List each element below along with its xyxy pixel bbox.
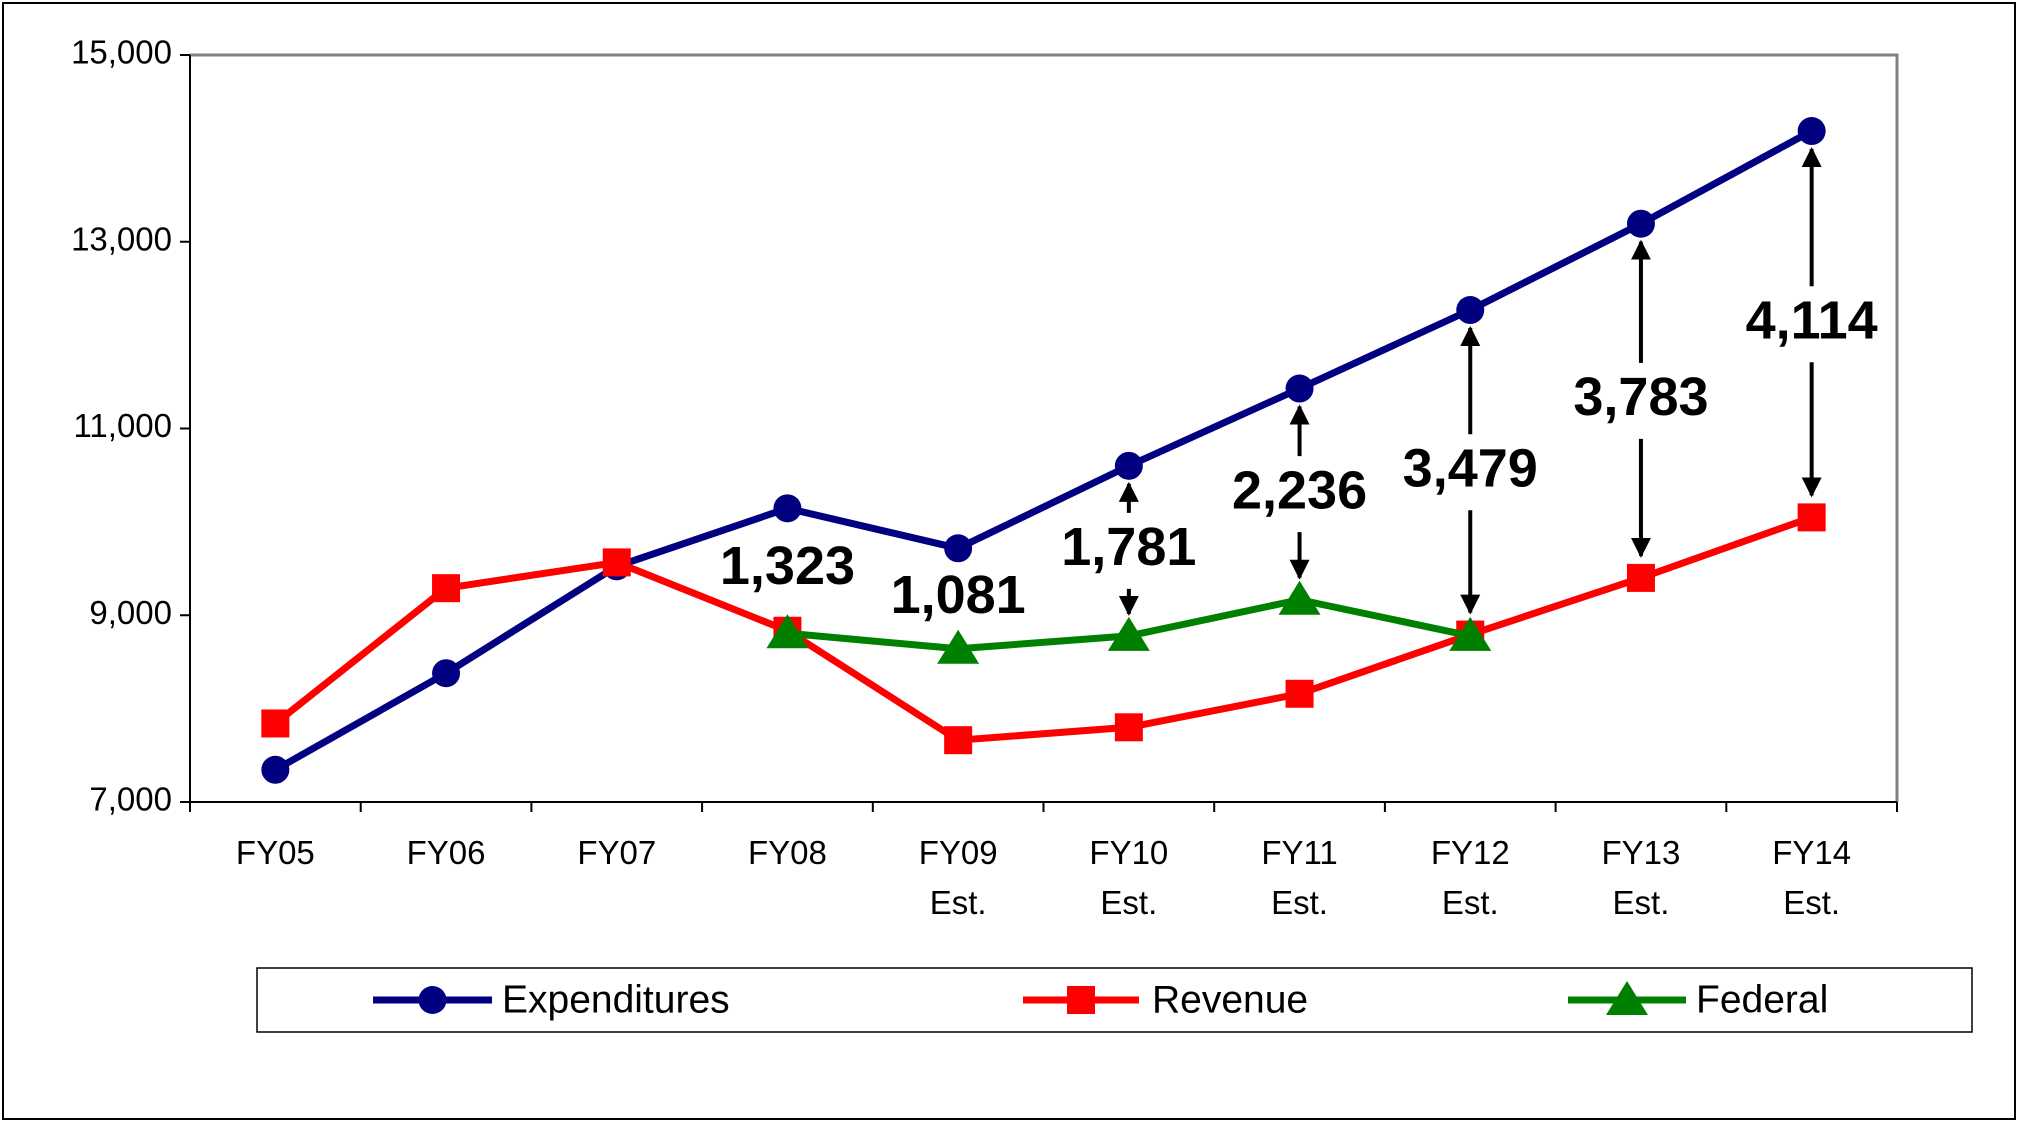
marker <box>1285 679 1314 708</box>
marker <box>766 614 809 649</box>
marker <box>261 755 290 784</box>
x-tick-label: FY06 <box>407 834 486 871</box>
x-tick-label: FY08 <box>748 834 827 871</box>
y-tick-label: 15,000 <box>71 34 172 71</box>
x-tick-label: FY14 Est. <box>1772 834 1851 921</box>
marker <box>1067 986 1095 1014</box>
marker <box>1797 117 1826 146</box>
marker <box>1456 296 1485 325</box>
marker <box>1797 503 1826 532</box>
legend-label: Expenditures <box>502 978 730 1021</box>
marker <box>944 726 973 755</box>
annotation: 3,783 <box>1573 367 1708 427</box>
legend-label: Federal <box>1696 978 1828 1021</box>
legend-label: Revenue <box>1152 978 1308 1021</box>
marker <box>432 574 461 603</box>
marker <box>1114 713 1143 742</box>
annotation: 1,781 <box>1061 517 1196 577</box>
marker <box>773 494 802 523</box>
annotation: 4,114 <box>1746 290 1878 350</box>
x-tick-label: FY13 Est. <box>1602 834 1681 921</box>
marker <box>432 659 461 688</box>
x-tick-label: FY07 <box>577 834 656 871</box>
marker <box>1285 374 1314 403</box>
x-tick-label: FY10 Est. <box>1089 834 1168 921</box>
x-tick-label: FY09 Est. <box>919 834 998 921</box>
marker <box>1278 580 1321 615</box>
marker <box>418 986 447 1014</box>
marker <box>1626 563 1655 592</box>
annotation: 1,323 <box>720 536 855 596</box>
y-tick-label: 11,000 <box>74 407 172 444</box>
y-tick-label: 7,000 <box>89 781 172 818</box>
x-tick-label: FY05 <box>236 834 315 871</box>
marker <box>602 548 631 577</box>
marker <box>1606 981 1648 1015</box>
annotation: 1,081 <box>891 565 1026 625</box>
marker <box>1107 616 1150 651</box>
series-line <box>273 514 1813 744</box>
y-tick-label: 13,000 <box>71 220 172 257</box>
plot-border <box>190 53 1899 802</box>
marker <box>1449 616 1492 651</box>
marker <box>1114 451 1143 480</box>
marker <box>944 534 973 563</box>
x-tick-label: FY11 Est. <box>1261 834 1337 921</box>
annotation: 3,479 <box>1403 439 1538 499</box>
marker <box>1626 209 1655 238</box>
y-tick-label: 9,000 <box>89 594 172 631</box>
marker <box>261 709 290 738</box>
x-tick-label: FY12 Est. <box>1431 834 1510 921</box>
series-line <box>273 127 1814 773</box>
annotation: 2,236 <box>1232 460 1367 520</box>
marker <box>937 629 980 664</box>
